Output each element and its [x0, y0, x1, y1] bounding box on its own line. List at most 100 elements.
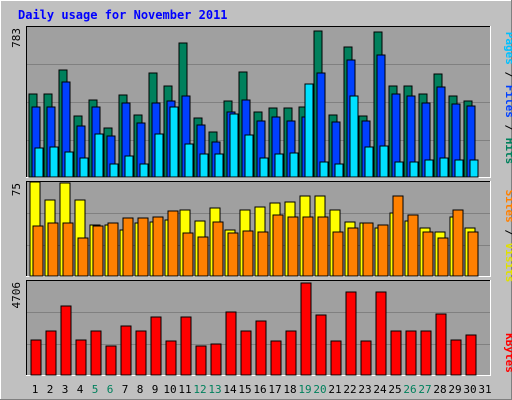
x-tick-label-day-20: 20 — [313, 383, 326, 396]
bar-sites-day-12 — [197, 236, 209, 277]
legend-sep: / — [503, 65, 512, 85]
bar-pages-day-8 — [139, 163, 149, 178]
bar-sites-day-13 — [212, 221, 224, 277]
x-tick-label-day-27: 27 — [418, 383, 431, 396]
legend-pages-files-hits: Pages / Files / Hits — [503, 32, 512, 165]
legend-files: Files — [503, 85, 512, 118]
legend-pages: Pages — [503, 32, 512, 65]
bar-kbytes-day-26 — [405, 330, 417, 376]
bar-kbytes-day-11 — [180, 316, 192, 376]
bar-pages-day-4 — [79, 157, 89, 178]
bar-kbytes-day-22 — [345, 291, 357, 376]
x-tick-label-day-3: 3 — [62, 383, 69, 396]
x-tick-label-day-22: 22 — [343, 383, 356, 396]
legend-hits: Hits — [503, 138, 512, 165]
bar-pages-day-20 — [319, 161, 329, 178]
x-tick-label-day-6: 6 — [107, 383, 114, 396]
bar-sites-day-1 — [32, 225, 44, 277]
bar-pages-day-5 — [94, 133, 104, 178]
bar-sites-day-21 — [332, 231, 344, 277]
bar-sites-day-11 — [182, 232, 194, 277]
bar-kbytes-day-25 — [390, 330, 402, 376]
bar-sites-day-26 — [407, 214, 419, 277]
x-tick-label-day-18: 18 — [283, 383, 296, 396]
bar-sites-day-15 — [242, 230, 254, 277]
bar-files-day-20 — [316, 72, 326, 178]
x-tick-label-day-5: 5 — [92, 383, 99, 396]
bar-sites-day-27 — [422, 231, 434, 277]
x-tick-label-day-21: 21 — [328, 383, 341, 396]
x-tick-label-day-26: 26 — [403, 383, 416, 396]
bar-sites-day-4 — [77, 237, 89, 277]
panel-kbytes: 4706 — [10, 280, 491, 376]
bar-pages-day-15 — [244, 134, 254, 178]
bar-kbytes-day-17 — [270, 340, 282, 376]
bar-kbytes-day-2 — [45, 330, 57, 376]
bar-kbytes-day-20 — [315, 314, 327, 376]
x-tick-label-day-2: 2 — [47, 383, 54, 396]
bar-kbytes-day-24 — [375, 291, 387, 376]
panel-visits-sites: 75 — [10, 181, 491, 277]
y-axis-max-label: 4706 — [10, 282, 23, 309]
bar-pages-day-14 — [229, 113, 239, 178]
bar-sites-day-24 — [377, 224, 389, 277]
bar-kbytes-day-7 — [120, 325, 132, 376]
x-tick-label-day-1: 1 — [32, 383, 39, 396]
bar-pages-day-30 — [469, 159, 479, 178]
bar-sites-day-23 — [362, 222, 374, 277]
bar-sites-day-2 — [47, 222, 59, 277]
chart-title: Daily usage for November 2011 — [18, 8, 228, 22]
bar-kbytes-day-5 — [90, 330, 102, 376]
legend-sites-visits: Sites / Visits — [503, 190, 512, 283]
bar-pages-day-25 — [394, 161, 404, 178]
y-axis-max-label: 783 — [10, 28, 23, 48]
bar-pages-day-28 — [439, 157, 449, 178]
bar-kbytes-day-3 — [60, 305, 72, 376]
x-tick-label-day-15: 15 — [238, 383, 251, 396]
bar-kbytes-day-29 — [450, 339, 462, 376]
bar-sites-day-7 — [122, 217, 134, 277]
x-tick-label-day-14: 14 — [223, 383, 237, 396]
bar-sites-day-20 — [317, 216, 329, 277]
x-tick-label-day-7: 7 — [122, 383, 129, 396]
bar-kbytes-day-27 — [420, 330, 432, 376]
x-tick-label-day-17: 17 — [268, 383, 281, 396]
bar-pages-day-3 — [64, 151, 74, 178]
legend-kbytes: KBytes — [503, 333, 512, 373]
bar-sites-day-10 — [167, 210, 179, 277]
bar-kbytes-day-9 — [150, 316, 162, 376]
bar-sites-day-16 — [257, 231, 269, 277]
bar-kbytes-day-6 — [105, 345, 117, 376]
bar-sites-day-17 — [272, 214, 284, 277]
bar-kbytes-day-13 — [210, 343, 222, 376]
bar-sites-day-9 — [152, 216, 164, 277]
x-tick-label-day-10: 10 — [163, 383, 176, 396]
x-tick-label-day-25: 25 — [388, 383, 401, 396]
bar-kbytes-day-16 — [255, 320, 267, 376]
bar-sites-day-22 — [347, 227, 359, 277]
bar-sites-day-29 — [452, 209, 464, 277]
legend-sep: / — [503, 118, 512, 138]
bar-pages-day-21 — [334, 163, 344, 178]
bar-sites-day-5 — [92, 225, 104, 277]
x-tick-label-day-28: 28 — [433, 383, 446, 396]
bar-pages-day-2 — [49, 146, 59, 178]
panel-hits-files-pages: 783 — [10, 26, 491, 178]
bar-kbytes-day-12 — [195, 345, 207, 376]
bar-sites-day-19 — [302, 216, 314, 277]
legend-sites: Sites — [503, 190, 512, 223]
bar-sites-day-3 — [62, 222, 74, 277]
bar-kbytes-day-21 — [330, 340, 342, 376]
x-tick-label-day-9: 9 — [152, 383, 159, 396]
bar-kbytes-day-1 — [30, 339, 42, 376]
x-tick-label-day-11: 11 — [178, 383, 191, 396]
x-tick-label-day-13: 13 — [208, 383, 221, 396]
x-tick-label-day-24: 24 — [373, 383, 387, 396]
x-tick-label-day-19: 19 — [298, 383, 311, 396]
x-tick-label-day-4: 4 — [77, 383, 84, 396]
bar-kbytes-day-10 — [165, 340, 177, 376]
x-tick-label-day-30: 30 — [463, 383, 476, 396]
bar-kbytes-day-30 — [465, 334, 477, 376]
bar-pages-day-18 — [289, 152, 299, 178]
